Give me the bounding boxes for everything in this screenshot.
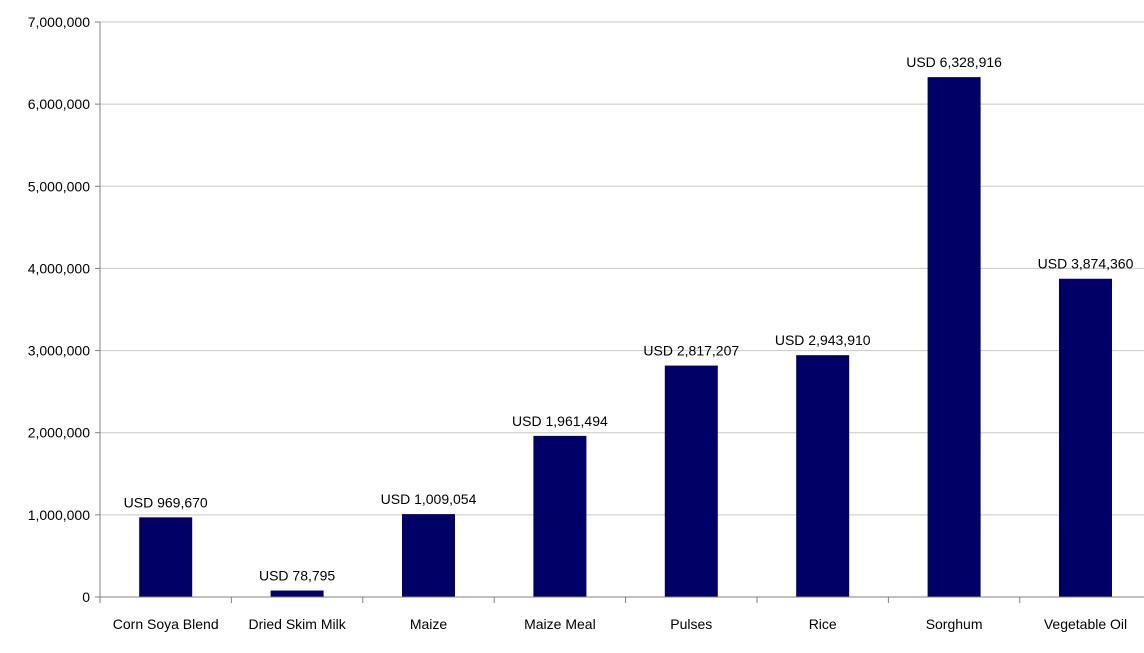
data-label: USD 969,670 <box>124 494 208 510</box>
x-category-label: Pulses <box>670 616 712 632</box>
x-category-label: Corn Soya Blend <box>113 616 219 632</box>
x-axis-category-labels: Corn Soya Blend Dried Skim Milk Maize Maize… <box>113 616 1127 632</box>
x-category-label-line: Maize <box>410 616 448 632</box>
bar <box>1059 278 1112 597</box>
y-tick-label: 7,000,000 <box>28 14 90 30</box>
axes <box>99 22 1144 603</box>
x-category-label-line: Pulses <box>670 616 712 632</box>
x-category-label-line: Vegetable Oil <box>1044 616 1127 632</box>
x-category-label-line: Corn Soya Blend <box>113 616 219 632</box>
bar <box>402 514 455 597</box>
y-tick-label: 4,000,000 <box>28 260 90 276</box>
data-label: USD 1,961,494 <box>512 413 608 429</box>
y-tick-label: 5,000,000 <box>28 178 90 194</box>
data-label: USD 3,874,360 <box>1038 256 1134 272</box>
data-label: USD 6,328,916 <box>906 54 1002 70</box>
bar <box>927 77 981 597</box>
x-category-label-line: Rice <box>809 616 837 632</box>
x-category-label: Maize <box>410 616 448 632</box>
x-category-label: Maize Meal <box>524 616 596 632</box>
bar <box>664 365 718 597</box>
data-label: USD 1,009,054 <box>381 491 477 507</box>
bar <box>533 435 587 597</box>
y-tick-label: 1,000,000 <box>28 507 90 523</box>
x-category-label-line: Maize Meal <box>524 616 596 632</box>
x-category-label: Rice <box>809 616 837 632</box>
y-tick-label: 6,000,000 <box>28 96 90 112</box>
x-category-label: Vegetable Oil <box>1044 616 1127 632</box>
bar <box>796 355 850 597</box>
data-label: USD 78,795 <box>259 568 335 584</box>
bar <box>139 517 193 597</box>
bar <box>270 590 324 597</box>
x-category-label-line: Dried Skim Milk <box>248 616 346 632</box>
x-category-label: Sorghum <box>926 616 983 632</box>
data-label: USD 2,943,910 <box>775 332 871 348</box>
data-label: USD 2,817,207 <box>643 343 739 359</box>
y-axis-tick-labels: 0 1,000,000 2,000,000 3,000,000 4,000,000 5,0… <box>28 14 100 605</box>
bars <box>139 77 1112 597</box>
x-category-label: Dried Skim Milk <box>248 616 346 632</box>
gridlines <box>100 21 1144 516</box>
y-tick-label: 2,000,000 <box>28 425 90 441</box>
y-tick-label: 0 <box>82 589 90 605</box>
y-tick-label: 3,000,000 <box>28 343 90 359</box>
x-category-label-line: Sorghum <box>926 616 983 632</box>
data-labels: USD 969,670 USD 78,795 USD 1,009,054 USD 1,… <box>124 54 1134 583</box>
